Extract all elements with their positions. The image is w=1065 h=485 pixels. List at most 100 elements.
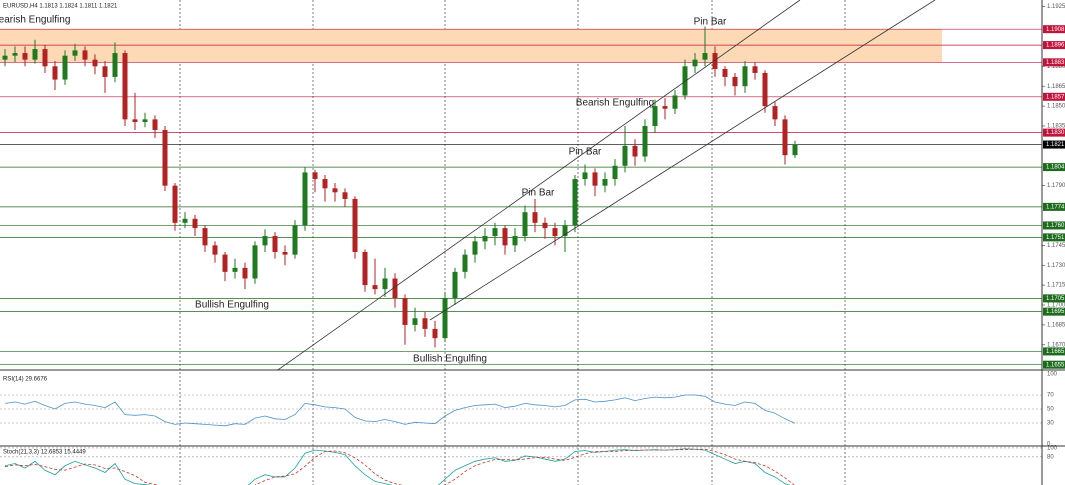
candle-body (102, 66, 108, 77)
y-tick-label: 1.1790 (1047, 183, 1065, 189)
y-tick-label: 1.1715 (1047, 283, 1065, 289)
stoch-tick-label: 100 (1047, 445, 1058, 451)
level-label: 1.1804 (1046, 165, 1065, 171)
candle-body (582, 172, 588, 180)
y-tick-label: 1.1685 (1047, 322, 1065, 328)
candle-body (242, 267, 248, 279)
pattern-annotation: Pin Bar (522, 188, 555, 199)
y-tick-label: 1.1835 (1047, 124, 1065, 130)
candle-body (482, 236, 488, 242)
candle-body (132, 119, 138, 123)
rsi-tick-label: 0 (1047, 442, 1051, 448)
pattern-annotation: Bearish Engulfing (576, 98, 654, 109)
candle-body (602, 179, 608, 186)
candle-body (722, 68, 728, 77)
candle-body (252, 245, 258, 279)
candle-body (642, 125, 648, 157)
level-label: 1.1705 (1046, 296, 1065, 302)
candle-body (612, 165, 618, 180)
candle-body (312, 172, 318, 180)
level-label: 1.1896 (1046, 43, 1065, 49)
candle-body (702, 53, 708, 60)
candle-body (92, 59, 98, 67)
y-tick-label: 1.1730 (1047, 263, 1065, 269)
candle-body (162, 129, 168, 186)
price-panel: Bearish Engulfing Pin Bar Bearish Engulfin… (0, 15, 1042, 366)
candle-body (322, 179, 328, 189)
candle-body (732, 76, 738, 87)
candle-body (282, 251, 288, 255)
channel-line (277, 0, 801, 370)
candle-body (192, 218, 198, 229)
candle-body (522, 212, 528, 237)
stoch-signal-line (4, 448, 795, 485)
level-label: 1.1830 (1046, 130, 1065, 136)
level-label-box (1043, 347, 1065, 356)
level-label-box (1043, 41, 1065, 50)
level-label-box (1043, 307, 1065, 316)
level-label: 1.1883 (1046, 60, 1065, 66)
level-label: 1.1908 (1046, 27, 1065, 33)
candle-body (142, 119, 148, 123)
level-label: 1.1655 (1046, 362, 1065, 368)
level-label-box (1043, 58, 1065, 67)
candle-body (552, 228, 558, 237)
candle-body (272, 236, 278, 252)
candle-body (572, 179, 578, 226)
level-label-box (1043, 294, 1065, 303)
y-tick-label: 1.1850 (1047, 104, 1065, 110)
y-tick-label: 1.1745 (1047, 243, 1065, 249)
candle-body (472, 241, 478, 255)
rsi-tick-label: 70 (1047, 393, 1054, 399)
candle-body (12, 53, 18, 56)
candle-body (332, 188, 338, 193)
rsi-line (4, 394, 796, 427)
candle-body (292, 225, 298, 255)
candle-body (392, 278, 398, 299)
candle-body (792, 144, 798, 156)
candle-body (672, 95, 678, 109)
candle-body (362, 251, 368, 286)
candle-body (772, 106, 778, 120)
level-label-box (1043, 128, 1065, 137)
level-label: 1.1751 (1046, 235, 1065, 241)
pattern-annotation: Pin Bar (694, 17, 727, 28)
candle-body (752, 66, 758, 73)
candle-body (172, 185, 178, 223)
candle-body (342, 192, 348, 199)
stoch-panel (0, 447, 1042, 485)
y-tick-label: 1.1880 (1047, 64, 1065, 70)
candle-body (262, 236, 268, 246)
candle-body (442, 298, 448, 339)
candle-body (182, 218, 188, 223)
stoch-tick-label: 80 (1047, 454, 1054, 460)
level-label-box (1043, 25, 1065, 34)
candle-body (52, 66, 58, 80)
candle-body (762, 72, 768, 107)
level-label-box (1043, 360, 1065, 369)
candle-body (232, 267, 238, 272)
candle-body (532, 212, 538, 223)
candle-body (372, 285, 378, 290)
level-label: 1.1760 (1046, 223, 1065, 229)
candle-body (22, 53, 28, 60)
candle-body (622, 145, 628, 166)
candle-body (632, 145, 638, 157)
channel-line (429, 0, 936, 321)
rsi-panel: 0 30 50 70 100 (0, 372, 1058, 448)
candle-body (452, 271, 458, 299)
candle-body (542, 222, 548, 229)
level-label-box (1043, 233, 1065, 242)
candle-body (42, 49, 48, 67)
level-label: 1.1695 (1046, 309, 1065, 315)
candle-body (562, 225, 568, 237)
level-label: 1.1665 (1046, 349, 1065, 355)
candle-body (712, 53, 718, 69)
rsi-tick-label: 30 (1047, 421, 1054, 427)
chart-header: EURUSD,H4 1.1813 1.1824 1.1811 1.1821 (3, 4, 118, 10)
candle-body (782, 119, 788, 156)
candle-body (742, 66, 748, 87)
level-label-box (1043, 92, 1065, 101)
rsi-label: RSI(14) 29.6676 (3, 377, 48, 383)
